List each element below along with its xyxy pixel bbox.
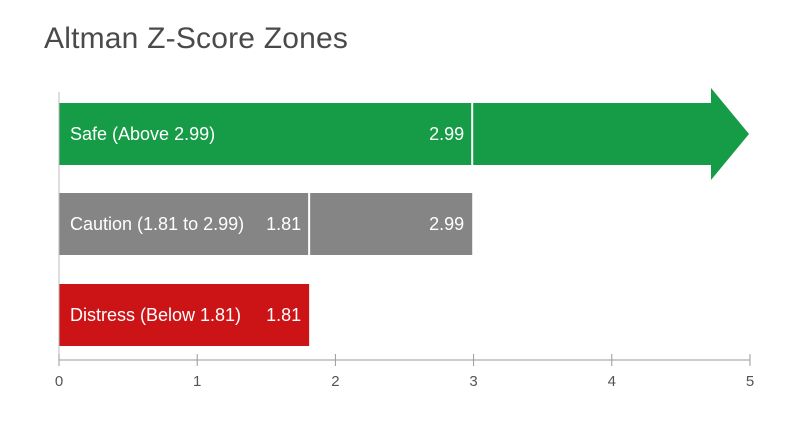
x-tick-label: 5 — [746, 373, 754, 390]
data-label: 2.99 — [429, 124, 464, 144]
x-axis: 0 1 2 3 4 5 — [55, 92, 754, 390]
x-tick-label: 1 — [193, 373, 201, 390]
bar-group: Safe (Above 2.99) 2.99 — [59, 88, 749, 180]
data-label: 1.81 — [266, 305, 301, 325]
bar-label: Caution (1.81 to 2.99) — [70, 214, 244, 234]
data-label: 1.81 — [266, 214, 301, 234]
x-tick-label: 3 — [469, 373, 477, 390]
x-tick-label: 0 — [55, 373, 63, 390]
chart-title: Altman Z-Score Zones — [44, 22, 349, 55]
bar — [59, 284, 310, 346]
bar-label: Distress (Below 1.81) — [70, 305, 241, 325]
x-tick-label: 2 — [331, 373, 339, 390]
bar-label: Safe (Above 2.99) — [70, 124, 215, 144]
bar — [59, 193, 473, 255]
x-tick-label: 4 — [608, 373, 616, 390]
bar — [59, 88, 749, 180]
bar-group: Caution (1.81 to 2.99) 1.81 2.99 — [59, 193, 473, 255]
data-label: 2.99 — [429, 214, 464, 234]
bar-group: Distress (Below 1.81) 1.81 — [59, 284, 310, 346]
